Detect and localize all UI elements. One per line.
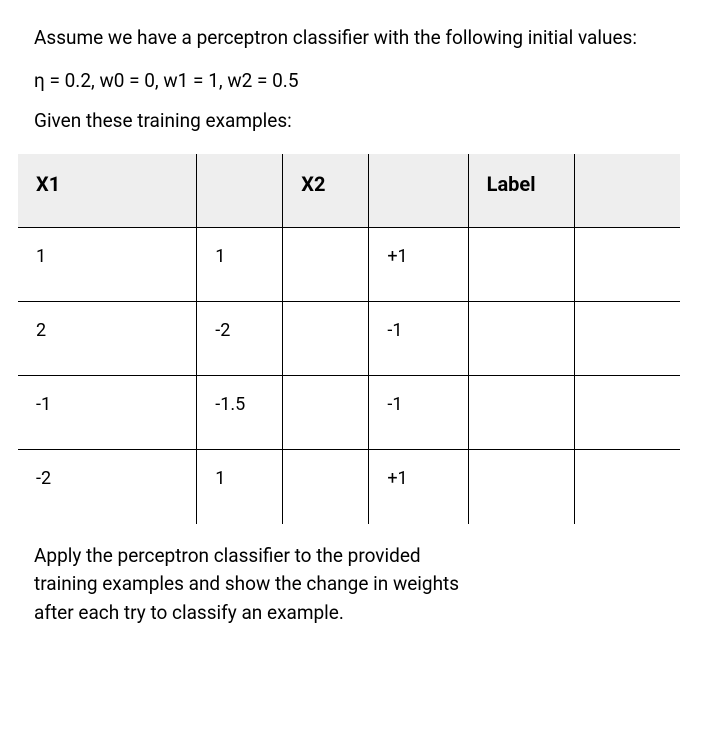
- cell-empty: [574, 450, 680, 524]
- cell-x1: 1: [18, 228, 197, 302]
- header-x2: X2: [283, 154, 369, 228]
- cell-empty: [468, 450, 574, 524]
- cell-empty: [283, 302, 369, 376]
- cell-empty: [283, 376, 369, 450]
- cell-x2: -1.5: [197, 376, 283, 450]
- training-examples-table: X1 X2 Label 1 1 +1 2 -2 -1 -1 -1.5: [18, 154, 680, 524]
- cell-label: -1: [369, 302, 468, 376]
- cell-x1: 2: [18, 302, 197, 376]
- header-blank-3: [574, 154, 680, 228]
- header-blank-2: [369, 154, 468, 228]
- cell-label: -1: [369, 376, 468, 450]
- cell-label: +1: [369, 228, 468, 302]
- cell-empty: [283, 450, 369, 524]
- cell-empty: [574, 376, 680, 450]
- cell-x2: 1: [197, 228, 283, 302]
- cell-empty: [574, 302, 680, 376]
- cell-x2: 1: [197, 450, 283, 524]
- header-x1: X1: [18, 154, 197, 228]
- header-blank-1: [197, 154, 283, 228]
- table-row: 1 1 +1: [18, 228, 680, 302]
- intro-text: Assume we have a perceptron classifier w…: [34, 24, 696, 53]
- params-text: η = 0.2, w0 = 0, w1 = 1, w2 = 0.5: [34, 67, 696, 96]
- cell-empty: [574, 228, 680, 302]
- apply-text: Apply the perceptron classifier to the p…: [34, 542, 474, 628]
- cell-x1: -1: [18, 376, 197, 450]
- header-label: Label: [468, 154, 574, 228]
- cell-empty: [468, 376, 574, 450]
- cell-empty: [468, 228, 574, 302]
- cell-empty: [468, 302, 574, 376]
- table-row: -1 -1.5 -1: [18, 376, 680, 450]
- cell-empty: [283, 228, 369, 302]
- given-text: Given these training examples:: [34, 107, 696, 136]
- cell-x1: -2: [18, 450, 197, 524]
- table-row: 2 -2 -1: [18, 302, 680, 376]
- table-row: -2 1 +1: [18, 450, 680, 524]
- cell-label: +1: [369, 450, 468, 524]
- cell-x2: -2: [197, 302, 283, 376]
- table-header-row: X1 X2 Label: [18, 154, 680, 228]
